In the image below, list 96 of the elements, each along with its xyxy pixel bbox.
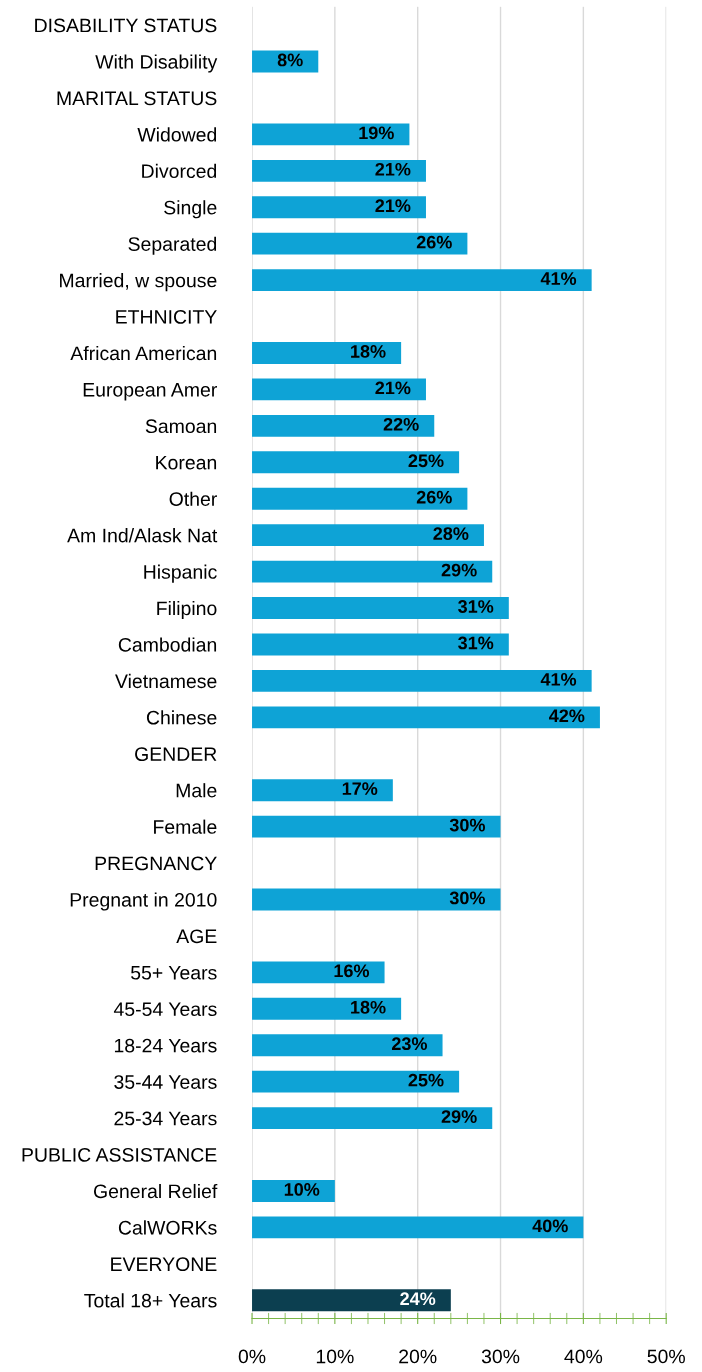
bar <box>252 1289 451 1312</box>
bar <box>252 997 402 1020</box>
bar <box>252 451 460 474</box>
y-tick-label: 25-34 Years <box>114 1111 217 1126</box>
y-tick-label: European Amer <box>83 383 217 401</box>
bar <box>252 1070 460 1093</box>
x-tick-label: 20% <box>399 1349 437 1364</box>
x-tick-label: 40% <box>564 1349 603 1364</box>
data-label: 10% <box>284 1183 320 1196</box>
y-tick-label: With Disability <box>95 54 218 73</box>
y-tick-label: ETHNICITY <box>116 310 217 324</box>
y-tick-label: Hispanic <box>144 564 217 583</box>
y-tick-label: CalWORKs <box>118 1220 217 1235</box>
data-label: 31% <box>458 636 494 650</box>
bar <box>252 159 426 182</box>
y-tick-label: Am Ind/Alask Nat <box>67 528 218 543</box>
y-tick-label: DISABILITY STATUS <box>35 18 217 33</box>
bar <box>252 961 385 984</box>
y-tick-label: 45-54 Years <box>113 1002 217 1017</box>
y-tick-label: Married, w spouse <box>60 273 217 292</box>
x-tick-label: 30% <box>481 1349 520 1364</box>
y-tick-label: GENDER <box>135 747 217 761</box>
data-label: 31% <box>458 600 494 613</box>
bar <box>252 1034 443 1057</box>
y-tick-label: Filipino <box>157 600 217 620</box>
data-label: 26% <box>416 235 452 249</box>
y-tick-label: 35-44 Years <box>114 1075 217 1089</box>
bar <box>252 524 484 547</box>
y-tick-label: African American <box>70 345 217 361</box>
y-tick-label: Pregnant in 2010 <box>70 892 217 911</box>
data-label: 8% <box>277 53 303 67</box>
data-label: 18% <box>351 1000 386 1014</box>
data-label: 24% <box>400 1292 436 1306</box>
data-label: 21% <box>375 199 411 213</box>
data-label: 19% <box>359 126 394 140</box>
x-tick-label: 50% <box>647 1349 685 1364</box>
bar <box>252 414 435 437</box>
y-tick-label: Single <box>164 200 217 219</box>
y-tick-label: AGE <box>176 929 217 944</box>
data-label: 42% <box>549 709 585 723</box>
y-tick-label: Chinese <box>146 710 217 725</box>
data-label: 40% <box>532 1219 568 1233</box>
data-label: 26% <box>416 490 452 504</box>
data-label: 21% <box>375 381 411 395</box>
y-tick-label: EVERYONE <box>111 1257 217 1272</box>
x-tick-label: 0% <box>238 1349 266 1364</box>
data-label: 18% <box>351 345 386 358</box>
data-label: 21% <box>375 162 411 176</box>
data-label: 30% <box>449 891 485 905</box>
y-tick-label: Vietnamese <box>115 673 217 689</box>
data-label: 41% <box>540 272 577 285</box>
y-tick-label: Korean <box>156 455 217 470</box>
y-tick-label: Samoan <box>145 419 217 434</box>
bar <box>252 378 426 401</box>
data-label: 17% <box>342 782 378 796</box>
bar <box>252 232 468 255</box>
data-label: 29% <box>441 563 477 577</box>
bar <box>252 342 402 364</box>
bar <box>252 597 509 619</box>
bar <box>252 269 592 292</box>
data-label: 29% <box>441 1110 477 1123</box>
y-tick-label: PREGNANCY <box>95 856 217 871</box>
y-tick-label: Male <box>176 783 217 798</box>
y-tick-label: Divorced <box>142 163 217 179</box>
bar <box>252 779 393 802</box>
data-label: 28% <box>433 527 469 540</box>
bar <box>252 196 426 219</box>
y-tick-label: Female <box>154 819 217 834</box>
bar <box>252 633 509 656</box>
x-tick-label: 10% <box>316 1349 354 1364</box>
bar <box>252 1107 493 1130</box>
y-tick-label: PUBLIC ASSISTANCE <box>22 1148 217 1162</box>
bar <box>252 487 468 510</box>
bar <box>252 706 600 729</box>
y-tick-label: Other <box>169 491 217 506</box>
bar <box>252 888 501 911</box>
data-label: 22% <box>383 417 419 431</box>
y-tick-label: Cambodian <box>118 637 217 652</box>
y-tick-label: General Relief <box>93 1183 218 1199</box>
y-tick-label: 55+ Years <box>131 966 217 980</box>
y-tick-label: 18-24 Years <box>114 1038 217 1053</box>
data-label: 23% <box>391 1037 428 1051</box>
bar <box>252 560 493 583</box>
y-tick-label: Total 18+ Years <box>84 1293 217 1308</box>
bar <box>252 815 501 838</box>
bar <box>252 1216 584 1239</box>
data-label: 41% <box>540 673 577 686</box>
data-label: 25% <box>408 1073 444 1087</box>
y-tick-label: Widowed <box>137 127 217 142</box>
data-label: 25% <box>408 454 444 468</box>
y-tick-label: Separated <box>128 236 217 255</box>
data-label: 16% <box>334 964 370 978</box>
data-label: 30% <box>449 818 485 832</box>
bar <box>252 123 410 146</box>
bar <box>252 669 592 692</box>
y-tick-label: MARITAL STATUS <box>57 91 217 106</box>
